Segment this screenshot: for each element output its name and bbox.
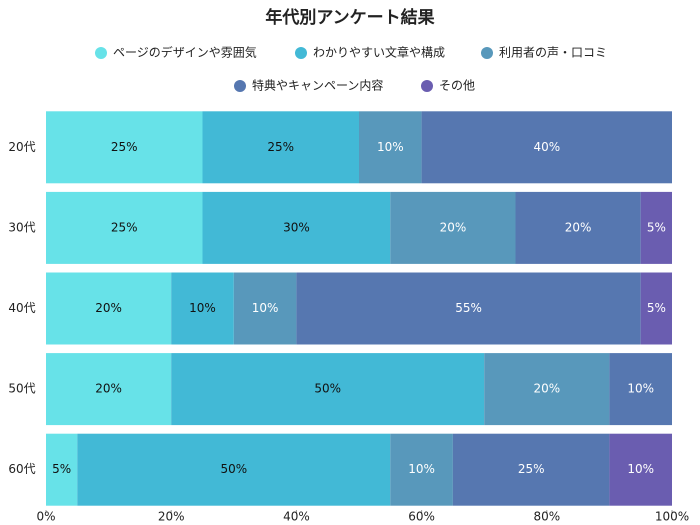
bar-segment <box>390 433 453 506</box>
legend-marker <box>421 80 433 92</box>
bar-segment <box>484 353 610 426</box>
bar-segment <box>46 433 78 506</box>
legend-marker <box>95 47 107 59</box>
data-label: 25% <box>518 462 545 476</box>
y-tick-label: 30代 <box>8 220 35 234</box>
bar-segment <box>233 272 297 345</box>
bar-segment <box>46 272 172 345</box>
bar-segment <box>515 191 641 264</box>
legend-label: わかりやすい文章や構成 <box>313 45 445 60</box>
x-tick-label: 20% <box>158 510 185 524</box>
data-label: 20% <box>95 301 122 315</box>
x-tick-label: 80% <box>533 510 560 524</box>
bar-segment <box>171 353 485 426</box>
bar-segment <box>46 191 203 264</box>
y-tick-label: 50代 <box>8 382 35 396</box>
data-label: 25% <box>111 140 138 154</box>
data-label: 10% <box>627 382 654 396</box>
legend-marker <box>234 80 246 92</box>
data-label: 20% <box>95 382 122 396</box>
data-label: 10% <box>189 301 216 315</box>
bar-segment <box>359 111 422 184</box>
data-label: 5% <box>647 220 666 234</box>
y-tick-label: 20代 <box>8 140 35 154</box>
x-tick-label: 0% <box>36 510 55 524</box>
data-label: 10% <box>252 301 279 315</box>
data-label: 5% <box>647 301 666 315</box>
data-label: 20% <box>565 220 592 234</box>
bar-segment <box>296 272 641 345</box>
legend-label: ページのデザインや雰囲気 <box>113 45 257 60</box>
legend-marker <box>481 47 493 59</box>
data-label: 5% <box>52 462 71 476</box>
bar-segment <box>640 272 672 345</box>
data-label: 25% <box>111 220 138 234</box>
bar-segment <box>640 191 672 264</box>
data-label: 30% <box>283 220 310 234</box>
x-tick-label: 60% <box>408 510 435 524</box>
data-label: 10% <box>408 462 435 476</box>
legend-marker <box>295 47 307 59</box>
bar-segment <box>202 111 359 184</box>
data-label: 20% <box>533 382 560 396</box>
bar-segment <box>390 191 516 264</box>
data-label: 55% <box>455 301 482 315</box>
chart-title: 年代別アンケート結果 <box>265 7 434 28</box>
x-tick-label: 40% <box>283 510 310 524</box>
x-tick-label: 100% <box>655 510 689 524</box>
bar-segment <box>77 433 391 506</box>
y-tick-label: 40代 <box>8 301 35 315</box>
legend-label: 特典やキャンペーン内容 <box>252 78 383 93</box>
bar-segment <box>452 433 610 506</box>
bar-segment <box>609 433 672 506</box>
bar-segment <box>171 272 234 345</box>
legend-label: その他 <box>439 79 475 93</box>
data-label: 50% <box>314 382 341 396</box>
data-label: 10% <box>627 462 654 476</box>
bar-segment <box>421 111 672 184</box>
data-label: 10% <box>377 140 404 154</box>
bar-segment <box>46 111 203 184</box>
bar-segment <box>609 353 672 426</box>
bar-segment <box>202 191 391 264</box>
data-label: 20% <box>440 220 467 234</box>
bar-segment <box>46 353 172 426</box>
y-tick-label: 60代 <box>8 462 35 476</box>
data-label: 40% <box>533 140 560 154</box>
legend-label: 利用者の声・口コミ <box>499 46 607 60</box>
data-label: 50% <box>220 462 247 476</box>
data-label: 25% <box>267 140 294 154</box>
